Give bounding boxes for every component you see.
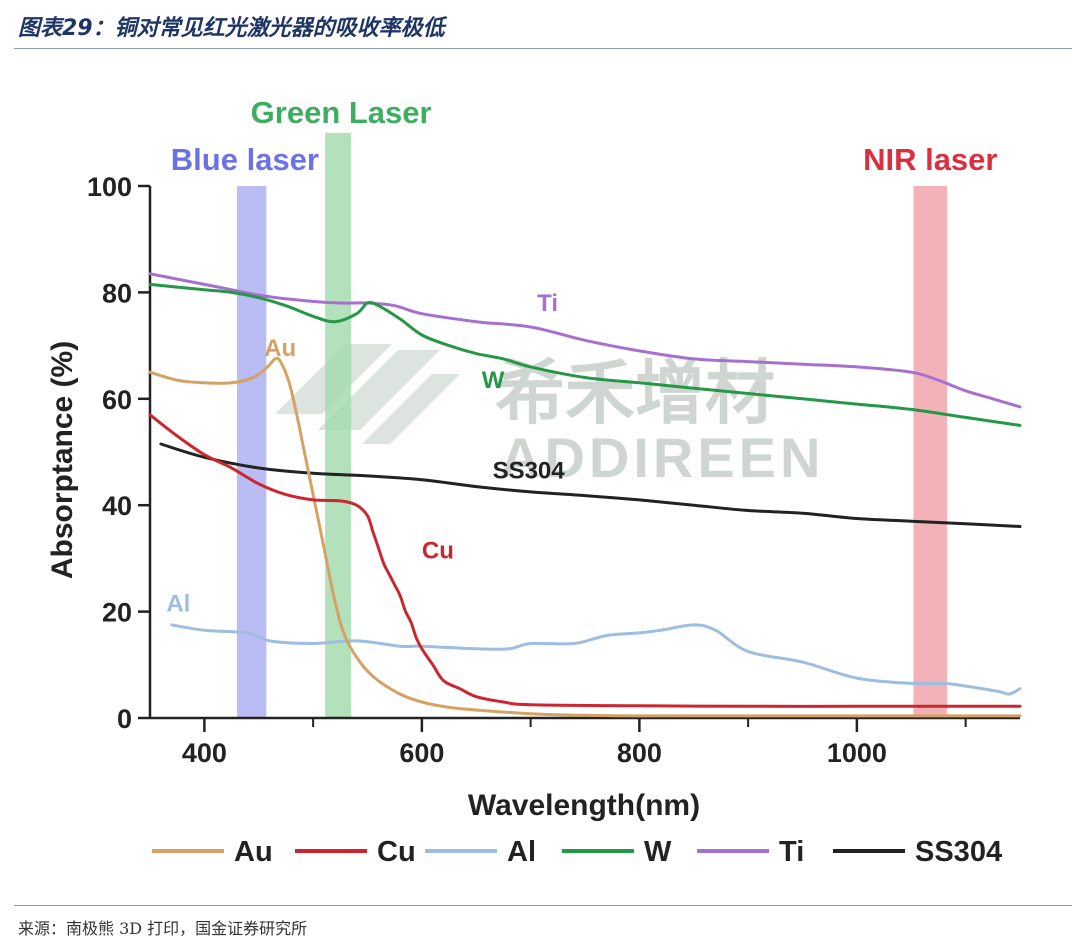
laser-bands: Blue laser Green Laser NIR laser (171, 95, 997, 719)
green-laser-label: Green Laser (251, 95, 432, 130)
y-tick-label: 60 (102, 385, 132, 415)
watermark-text-en: ADDIREEN (500, 426, 824, 489)
legend-label-al: Al (507, 836, 536, 868)
footer-rule (14, 905, 1072, 906)
series-label-au: Au (264, 335, 296, 362)
x-tick-label: 600 (399, 738, 444, 768)
y-tick-label: 100 (87, 172, 132, 202)
y-axis-title: Absorptance (%) (46, 341, 79, 579)
legend-label-cu: Cu (377, 836, 416, 868)
y-tick-label: 80 (102, 278, 132, 308)
series-line-au (148, 356, 1022, 718)
nir-laser-band (913, 186, 948, 718)
watermark-logo-icon (275, 344, 460, 444)
figure-title: 图表29：铜对常见红光激光器的吸收率极低 (18, 16, 445, 41)
x-tick-label: 400 (182, 738, 227, 768)
series-lines (148, 272, 1022, 718)
figure-header: 图表29：铜对常见红光激光器的吸收率极低 (0, 0, 1080, 52)
legend-label-au: Au (234, 836, 273, 868)
y-tick-label: 40 (102, 491, 132, 521)
y-tick-label: 20 (102, 598, 132, 628)
blue-laser-band (237, 186, 267, 718)
series-line-ti (148, 272, 1022, 409)
x-tick-label: 800 (617, 738, 662, 768)
series-label-ti: Ti (537, 290, 558, 317)
series-label-ss304: SS304 (493, 458, 566, 485)
legend: Au Cu Al W Ti SS304 (152, 836, 1002, 868)
green-laser-band (325, 132, 352, 719)
series-line-cu (148, 413, 1022, 708)
x-tick-label: 1000 (827, 738, 887, 768)
blue-laser-label: Blue laser (171, 142, 319, 177)
series-label-cu: Cu (422, 537, 454, 564)
nir-laser-label: NIR laser (863, 142, 997, 177)
legend-label-w: W (644, 836, 672, 868)
series-line-w (148, 282, 1022, 427)
legend-label-ss304: SS304 (915, 836, 1002, 868)
figure-source: 来源：南极熊 3D 打印，国金证券研究所 (18, 919, 308, 938)
series-line-al (170, 623, 1022, 696)
x-axis-title: Wavelength(nm) (468, 789, 700, 822)
header-rule (14, 48, 1072, 49)
legend-label-ti: Ti (779, 836, 804, 868)
series-label-al: Al (166, 591, 190, 618)
series-line-ss304 (159, 442, 1022, 528)
series-label-w: W (482, 367, 505, 394)
y-tick-label: 0 (117, 704, 132, 734)
axes: 0 20 40 60 80 100 400 600 800 1000 Wavelength(nm) A… (46, 172, 1020, 822)
series-labels: Au Cu Al W Ti SS304 (166, 290, 565, 618)
